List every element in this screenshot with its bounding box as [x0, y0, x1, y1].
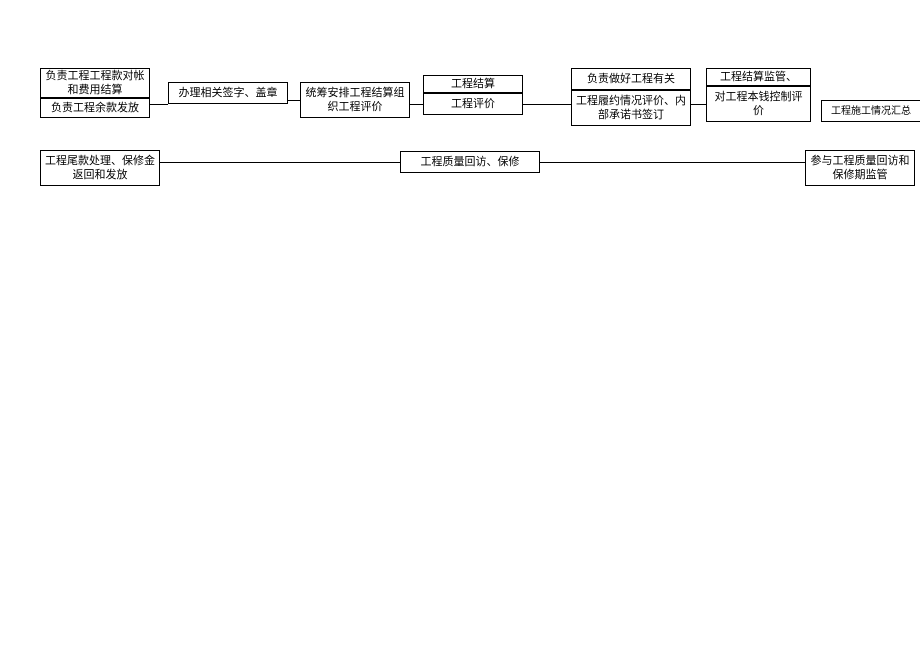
edge [410, 104, 423, 105]
node-label: 工程施工情况汇总 [831, 105, 911, 118]
edge [540, 162, 805, 163]
node-warranty-supervise: 参与工程质量回访和保修期监管 [805, 150, 915, 186]
edge [160, 162, 400, 163]
node-balance-release: 负责工程余款发放 [40, 98, 150, 118]
node-label: 工程质量回访、保修 [421, 155, 520, 169]
node-label: 统筹安排工程结算组织工程评价 [305, 86, 405, 115]
node-responsible-related: 负责做好工程有关 [571, 68, 691, 90]
node-final-payment: 工程尾款处理、保修金返回和发放 [40, 150, 160, 186]
node-label: 负责做好工程有关 [587, 72, 675, 86]
node-label: 工程评价 [451, 97, 495, 111]
node-construction-summary: 工程施工情况汇总 [821, 100, 920, 122]
node-label: 办理相关签字、盖章 [179, 86, 278, 100]
node-settlement: 工程结算 [423, 75, 523, 93]
node-settlement-supervise: 工程结算监管、 [706, 68, 811, 86]
node-label: 工程结算 [451, 77, 495, 91]
node-performance-eval: 工程履约情况评价、内部承诺书签订 [571, 90, 691, 126]
node-label: 工程结算监管、 [720, 70, 797, 84]
node-cost-control-eval: 对工程本钱控制评价 [706, 86, 811, 122]
node-label: 工程履约情况评价、内部承诺书签订 [576, 94, 686, 123]
edge [288, 100, 300, 101]
node-label: 参与工程质量回访和保修期监管 [810, 154, 910, 183]
node-label: 负责工程余款发放 [51, 101, 139, 115]
node-label: 对工程本钱控制评价 [711, 90, 806, 119]
node-label: 工程尾款处理、保修金返回和发放 [45, 154, 155, 183]
edge [523, 104, 571, 105]
edge [150, 104, 168, 105]
node-sign-seal: 办理相关签字、盖章 [168, 82, 288, 104]
node-payment-reconcile: 负责工程工程款对帐和费用结算 [40, 68, 150, 98]
node-label: 负责工程工程款对帐和费用结算 [45, 69, 145, 98]
node-evaluation: 工程评价 [423, 93, 523, 115]
node-arrange-settlement: 统筹安排工程结算组织工程评价 [300, 82, 410, 118]
node-quality-revisit: 工程质量回访、保修 [400, 151, 540, 173]
edge [691, 104, 706, 105]
